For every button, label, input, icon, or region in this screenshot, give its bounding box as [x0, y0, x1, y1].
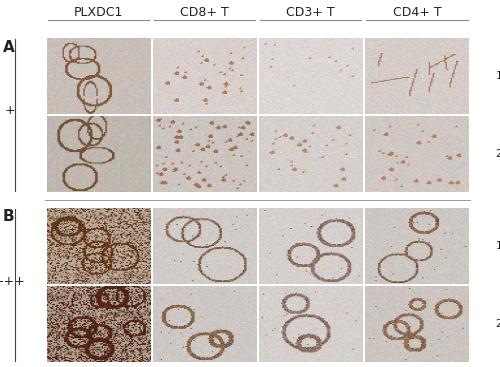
Text: 100×: 100× — [496, 241, 500, 251]
Text: CD8+ T: CD8+ T — [180, 6, 229, 19]
Text: A: A — [2, 40, 14, 55]
Text: B: B — [2, 209, 14, 224]
Text: 100×: 100× — [496, 71, 500, 81]
Text: 200×: 200× — [496, 319, 500, 329]
Text: +: + — [4, 104, 16, 117]
Text: CD4+ T: CD4+ T — [392, 6, 441, 19]
Text: 200×: 200× — [496, 149, 500, 159]
Text: +++: +++ — [0, 275, 26, 288]
Text: PLXDC1: PLXDC1 — [74, 6, 123, 19]
Text: CD3+ T: CD3+ T — [286, 6, 335, 19]
